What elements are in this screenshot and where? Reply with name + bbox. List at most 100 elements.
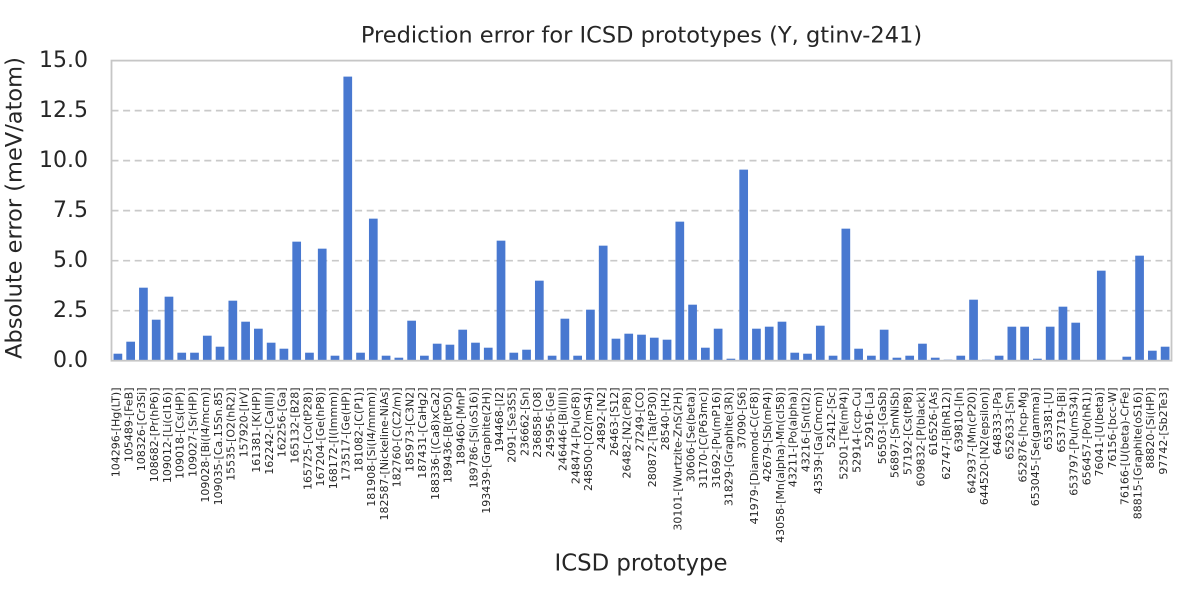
x-tick-label: 165725-[Co(tP28)] [301, 388, 314, 490]
bar [114, 354, 123, 361]
bar [714, 329, 723, 361]
bar [216, 347, 225, 361]
bar [356, 353, 365, 361]
bar [203, 336, 212, 361]
x-tick-label: 30101-[Wurtzite-ZnS(2H)] [672, 388, 685, 531]
bar [918, 344, 927, 361]
bar [624, 334, 633, 361]
x-tick-label: 108326-[Cr3Si] [135, 388, 148, 472]
bar [190, 353, 199, 361]
bar [369, 219, 378, 361]
x-tick-label: 76041-[U(beta)] [1093, 388, 1106, 477]
x-tick-label: 26482-[N2(cP8)] [621, 388, 634, 479]
bar [139, 288, 148, 361]
x-tick-label: 105489-[FeB] [122, 388, 135, 463]
bar [1135, 256, 1144, 361]
x-tick-label: 189460-[MnP] [455, 388, 468, 466]
bar [650, 338, 659, 361]
x-tick-label: 2091-[Se3S5] [506, 388, 519, 463]
x-tick-label: 108682-[Pr(hP6)] [148, 388, 161, 483]
bar [522, 350, 531, 361]
bar [343, 77, 352, 361]
x-tick-label: 43058-[Mn(alpha)-Mn(cI58)] [774, 388, 787, 543]
x-tick-label: 76156-[bcc-W] [1106, 388, 1119, 469]
y-tick-label: 7.5 [53, 198, 88, 223]
x-tick-label: 236858-[O8] [531, 388, 544, 458]
bar [433, 344, 442, 361]
bar [969, 300, 978, 361]
x-tick-label: 648333-[Pa] [991, 388, 1004, 455]
bar [675, 222, 684, 361]
bar [241, 322, 250, 361]
bar [509, 353, 518, 361]
x-tick-label: 41979-[Diamond-C(cF8)] [748, 388, 761, 525]
x-tick-label: 194468-[I2] [493, 388, 506, 453]
bar [599, 246, 608, 361]
x-tick-label: 653045-[Se(gamma)] [1029, 388, 1042, 507]
x-tick-label: 109028-[Bi(I4/mcm)] [199, 388, 212, 503]
x-tick-label: 42679-[Sb(mP4)] [761, 388, 774, 482]
x-tick-label: 109027-[Sr(HP)] [186, 388, 199, 478]
x-tick-label: 188336-[(Ca8)xCa2] [429, 388, 442, 500]
bar [778, 322, 787, 361]
bar [790, 353, 799, 361]
x-tick-label: 109035-[Ca.15Sn.85] [212, 388, 225, 506]
x-tick-label: 161381-[K(HP)] [250, 388, 263, 473]
x-tick-label: 181082-[C(P1)] [352, 388, 365, 472]
x-tick-label: 246446-[Bi(III)] [557, 388, 570, 471]
bar [816, 326, 825, 361]
bar [267, 343, 276, 361]
x-tick-label: 181908-[Si(I4/mmm)] [365, 388, 378, 507]
x-tick-label: 27249-[CO] [633, 388, 646, 452]
x-tick-label: 639810-[In] [953, 388, 966, 453]
x-tick-label: 185973-[C3N2] [403, 388, 416, 472]
x-tick-label: 24892-[N2] [595, 388, 608, 451]
bar [1071, 323, 1080, 361]
bar [841, 229, 850, 361]
x-tick-label: 182760-[C(C2/m)] [391, 388, 404, 488]
x-tick-label: 97742-[Sb2Te3] [1157, 388, 1170, 475]
x-tick-label: 248474-[Pu(oF8)] [569, 388, 582, 485]
x-tick-label: 57192-[Cs(tP8)] [901, 388, 914, 475]
x-tick-label: 76166-[U(beta)-CrFe] [1119, 388, 1132, 506]
x-tick-label: 28540-[H2] [659, 388, 672, 451]
x-tick-label: 165132-[B28] [288, 388, 301, 464]
bar [1059, 307, 1068, 361]
bar [177, 353, 186, 361]
x-tick-label: 653797-[Pu(mS34)] [1068, 388, 1081, 496]
bar [586, 310, 595, 361]
bar [1046, 327, 1055, 361]
bar [318, 249, 327, 361]
x-tick-label: 236662-[Sn] [518, 388, 531, 457]
bar [854, 349, 863, 361]
x-tick-label: 162242-[Ca(III)] [263, 388, 276, 475]
x-tick-label: 31170-[C(P63mc)] [697, 388, 710, 489]
x-tick-label: 31829-[Graphite(3R)] [723, 388, 736, 507]
x-tick-label: 157920-[IrV] [237, 388, 250, 458]
bar [663, 340, 672, 361]
x-tick-label: 26463-[S12] [608, 388, 621, 457]
x-tick-label: 15535-[O2(hR2)] [225, 388, 238, 481]
x-tick-label: 88820-[Si(HP)] [1144, 388, 1157, 469]
x-tick-label: 189786-[Si(oS16)] [467, 388, 480, 489]
x-tick-label: 609832-[P(black)] [914, 388, 927, 487]
x-tick-label: 43539-[Ga(Cmcm)] [812, 388, 825, 495]
bar [1020, 327, 1029, 361]
bar [701, 348, 710, 361]
x-tick-label: 245956-[Ge] [544, 388, 557, 458]
bar [1008, 327, 1017, 361]
bar [612, 339, 621, 361]
bar [165, 297, 174, 361]
x-tick-label: 653381-[U] [1042, 388, 1055, 451]
y-tick-label: 2.5 [53, 298, 88, 323]
y-tick-label: 0.0 [53, 348, 88, 373]
bar [126, 342, 135, 361]
x-tick-label: 189436-[B(tP50)] [442, 388, 455, 484]
x-tick-label: 652876-[hcp-Mg] [1016, 388, 1029, 483]
x-tick-label: 43216-[Sn(tI2)] [799, 388, 812, 473]
x-tick-label: 52916-[La] [863, 388, 876, 448]
bar [752, 329, 761, 361]
bar [637, 335, 646, 361]
